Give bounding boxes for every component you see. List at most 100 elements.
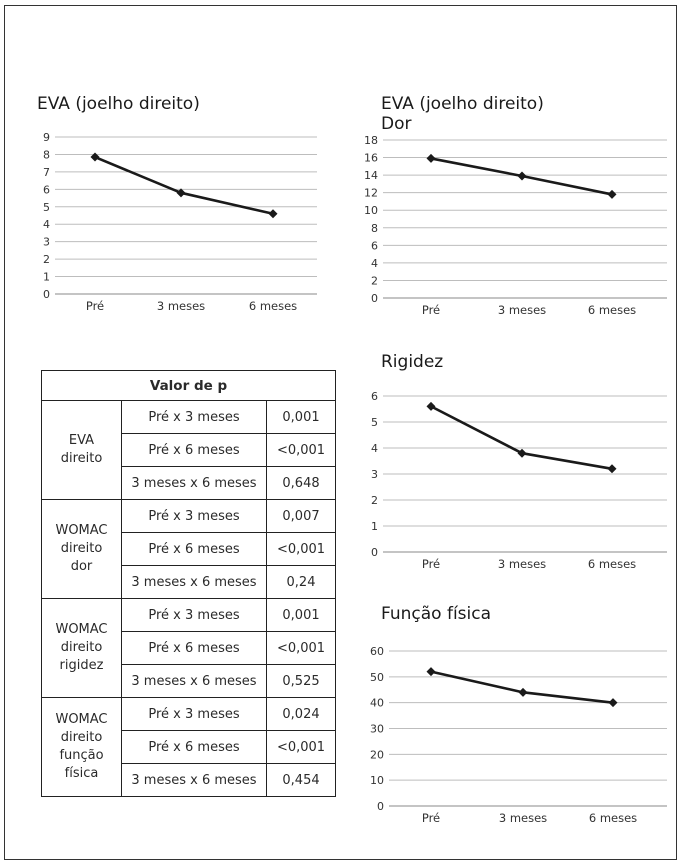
- p-value-cell: 0,001: [266, 400, 336, 434]
- p-value-cell: 0,001: [266, 598, 336, 632]
- data-point: [426, 153, 436, 163]
- group-label-line: rigidez: [59, 658, 104, 673]
- data-point: [607, 464, 617, 474]
- data-point: [426, 667, 436, 677]
- group-label-line: função: [59, 748, 104, 763]
- group-label: EVA direito: [41, 400, 122, 500]
- y-tick-label: 1: [43, 271, 50, 284]
- chart-womac-funcao-fisica: 0 10 20 30 40 50 60 Pré 3 meses 6 meses: [370, 645, 667, 825]
- y-tick-label: 30: [370, 723, 384, 736]
- comparison-cell: 3 meses x 6 meses: [121, 466, 267, 500]
- x-tick-label: Pré: [86, 299, 104, 313]
- group-label-line: física: [64, 766, 99, 781]
- data-point: [517, 171, 527, 181]
- y-tick-label: 7: [43, 166, 50, 179]
- y-tick-label: 5: [371, 416, 378, 429]
- table-row: 3 meses x 6 meses 0,525: [42, 664, 336, 698]
- y-tick-label: 0: [377, 800, 384, 813]
- y-tick-label: 8: [371, 222, 378, 235]
- p-value-table: Valor de p EVA direito Pré x 3 meses 0,001 P…: [41, 370, 336, 797]
- comparison-cell: Pré x 6 meses: [121, 532, 267, 566]
- table-row: WOMAC direito função física Pré x 3 meses 0,0…: [41, 697, 336, 797]
- p-value-cell: <0,001: [266, 532, 336, 566]
- y-tick-label: 10: [364, 204, 378, 217]
- data-point: [176, 188, 186, 198]
- y-tick-label: 0: [371, 292, 378, 305]
- y-tick-label: 14: [364, 169, 378, 182]
- y-tick-label: 60: [370, 645, 384, 658]
- chart-dor-subtitle: Dor: [381, 114, 412, 134]
- chart-rigidez-title: Rigidez: [381, 352, 444, 372]
- table-row: Pré x 6 meses <0,001: [42, 631, 336, 665]
- x-tick-label: 6 meses: [588, 557, 636, 571]
- x-tick-label: 3 meses: [498, 557, 546, 571]
- x-tick-label: Pré: [422, 303, 440, 317]
- data-point: [518, 687, 528, 697]
- chart-dor-title: EVA (joelho direito): [381, 94, 544, 114]
- figure-frame: EVA (joelho direito) 0 1 2 3 4 5 6 7 8 9 Pré 3 mese…: [4, 5, 677, 860]
- p-value-cell: <0,001: [266, 730, 336, 764]
- x-tick-label: 3 meses: [498, 303, 546, 317]
- comparison-cell: Pré x 6 meses: [121, 730, 267, 764]
- group-label-line: direito: [60, 730, 103, 745]
- x-tick-label: 3 meses: [499, 811, 547, 825]
- data-point: [608, 698, 618, 708]
- comparison-cell: Pré x 3 meses: [121, 499, 267, 533]
- group-label-line: direito: [60, 640, 103, 655]
- table-row: Pré x 6 meses <0,001: [42, 730, 336, 764]
- p-value-cell: 0,24: [266, 565, 336, 599]
- group-label: WOMAC direito função física: [41, 697, 122, 797]
- comparison-cell: Pré x 6 meses: [121, 433, 267, 467]
- x-tick-label: 6 meses: [589, 811, 637, 825]
- table-row: 3 meses x 6 meses 0,24: [42, 565, 336, 599]
- y-tick-label: 5: [43, 201, 50, 214]
- x-tick-label: 6 meses: [588, 303, 636, 317]
- data-point: [607, 189, 617, 199]
- comparison-cell: 3 meses x 6 meses: [121, 664, 267, 698]
- group-label: WOMAC direito dor: [41, 499, 122, 599]
- group-label-line: direito: [60, 541, 103, 556]
- table-row: 3 meses x 6 meses 0,454: [42, 763, 336, 797]
- y-tick-label: 12: [364, 187, 378, 200]
- y-tick-label: 6: [371, 390, 378, 403]
- y-tick-label: 4: [371, 442, 378, 455]
- y-tick-label: 10: [370, 774, 384, 787]
- p-value-cell: <0,001: [266, 433, 336, 467]
- chart-womac-dor: 0 2 4 6 8 10 12 14 16 18 Pré 3 meses 6 meses: [364, 134, 667, 317]
- x-tick-label: 3 meses: [157, 299, 205, 313]
- chart-eva-title: EVA (joelho direito): [37, 94, 200, 114]
- y-tick-label: 50: [370, 671, 384, 684]
- y-tick-label: 16: [364, 152, 378, 165]
- p-value-cell: 0,525: [266, 664, 336, 698]
- p-value-cell: 0,007: [266, 499, 336, 533]
- chart-eva-direito: 0 1 2 3 4 5 6 7 8 9 Pré 3 meses 6 meses: [43, 131, 317, 313]
- group-label-line: dor: [70, 559, 93, 574]
- group-label-line: WOMAC: [55, 622, 108, 637]
- y-tick-label: 6: [371, 239, 378, 252]
- comparison-cell: 3 meses x 6 meses: [121, 763, 267, 797]
- y-tick-label: 2: [43, 253, 50, 266]
- y-tick-label: 3: [371, 468, 378, 481]
- data-point: [426, 401, 436, 411]
- p-value-cell: 0,648: [266, 466, 336, 500]
- y-tick-label: 8: [43, 148, 50, 161]
- chart-womac-rigidez: 0 1 2 3 4 5 6 Pré 3 meses 6 meses: [371, 390, 667, 571]
- group-label-line: WOMAC: [55, 712, 108, 727]
- p-value-cell: <0,001: [266, 631, 336, 665]
- comparison-cell: Pré x 3 meses: [121, 400, 267, 434]
- group-label: WOMAC direito rigidez: [41, 598, 122, 698]
- y-tick-label: 0: [43, 288, 50, 301]
- table-row: WOMAC direito dor Pré x 3 meses 0,007: [41, 499, 336, 599]
- table-row: Pré x 6 meses <0,001: [42, 532, 336, 566]
- comparison-cell: Pré x 3 meses: [121, 598, 267, 632]
- p-value-cell: 0,454: [266, 763, 336, 797]
- table-row: EVA direito Pré x 3 meses 0,001: [41, 400, 336, 500]
- comparison-cell: Pré x 6 meses: [121, 631, 267, 665]
- table-row: WOMAC direito rigidez Pré x 3 meses 0,001: [41, 598, 336, 698]
- x-tick-label: Pré: [422, 811, 440, 825]
- data-point: [517, 448, 527, 458]
- y-tick-label: 4: [371, 257, 378, 270]
- y-tick-label: 40: [370, 697, 384, 710]
- y-tick-label: 0: [371, 546, 378, 559]
- x-tick-label: Pré: [422, 557, 440, 571]
